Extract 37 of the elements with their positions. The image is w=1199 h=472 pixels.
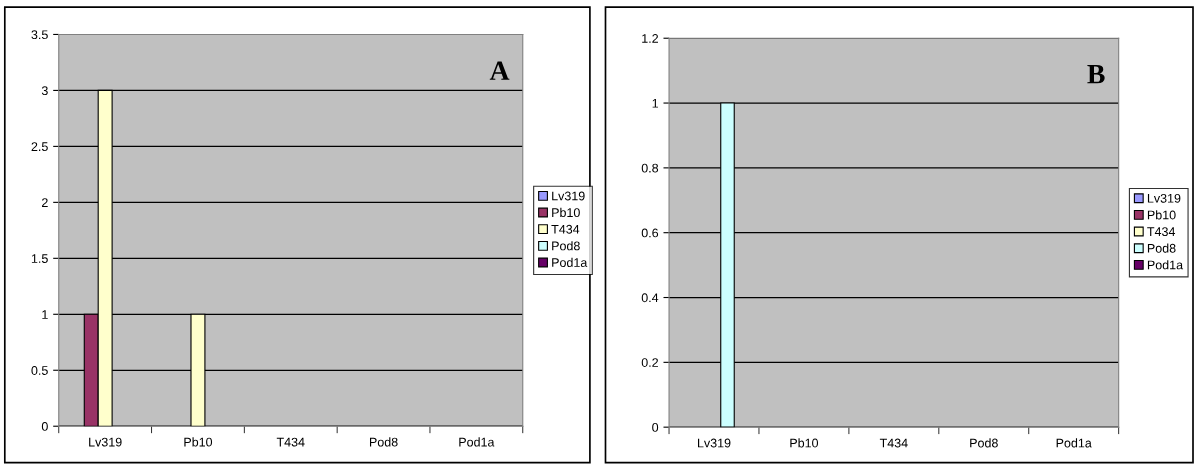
y-tick-label: 1.2 — [642, 34, 658, 43]
legend-label: T434 — [551, 224, 580, 234]
legend-label: Pod8 — [552, 241, 580, 251]
y-tick-label: 3 — [41, 86, 48, 96]
y-tick-label: 0.5 — [31, 366, 48, 375]
y-tick-label: 0.8 — [641, 163, 659, 173]
y-tick-label: 2.5 — [31, 142, 48, 152]
legend-label: Pod8 — [1147, 243, 1176, 253]
text: A — [489, 61, 510, 80]
y-tick-label: 1 — [42, 310, 48, 319]
y-tick-label: 0 — [652, 422, 659, 432]
x-tick-label: Lv319 — [89, 437, 122, 447]
y-tick-label: 0.2 — [641, 358, 658, 367]
x-tick-label: Pod8 — [369, 437, 398, 447]
x-tick-label: Lv319 — [698, 438, 731, 448]
x-tick-label: Pb10 — [184, 437, 213, 447]
legend-label: Pb10 — [1147, 210, 1176, 220]
y-tick-label: 0.4 — [641, 293, 659, 303]
x-tick-label: T434 — [879, 438, 908, 448]
legend-label: Lv319 — [552, 191, 585, 201]
text: B — [1087, 65, 1105, 84]
y-tick-label: 1.5 — [31, 254, 48, 263]
legend-label: Pb10 — [552, 207, 580, 218]
legend-label: T434 — [1147, 227, 1176, 237]
y-tick-label: 3.5 — [31, 30, 48, 40]
legend-label: Pod1a — [552, 257, 588, 267]
x-tick-label: T434 — [276, 437, 305, 447]
x-tick-label: Pod1a — [1056, 438, 1092, 448]
legend-label: Pod1a — [1147, 260, 1184, 270]
x-tick-label: Pod1a — [459, 437, 495, 447]
y-tick-label: 1 — [652, 98, 659, 108]
legend-label: Lv319 — [1147, 193, 1181, 203]
y-tick-label: 2 — [42, 198, 48, 207]
y-tick-label: 0 — [41, 422, 48, 431]
x-tick-label: Pod8 — [970, 438, 998, 448]
y-tick-label: 0.6 — [641, 228, 659, 238]
x-tick-label: Pb10 — [790, 438, 819, 448]
